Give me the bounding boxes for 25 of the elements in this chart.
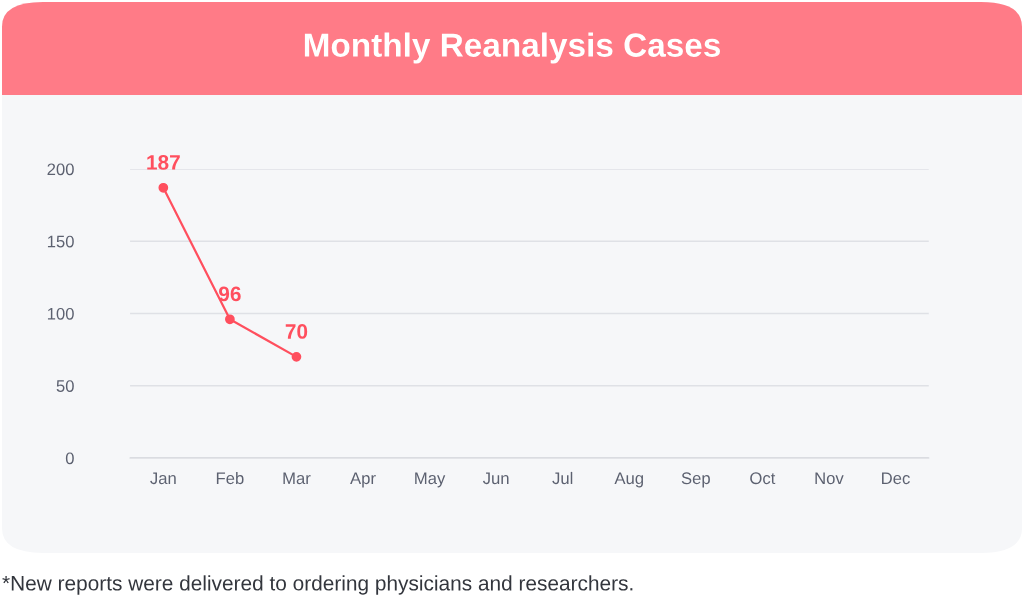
y-tick-label: 0: [65, 452, 74, 465]
x-tick-label: Dec: [882, 472, 910, 485]
data-label: 187: [147, 155, 180, 170]
x-tick-label: Jul: [552, 471, 573, 485]
point: [225, 314, 235, 325]
x-tick-label: May: [415, 472, 446, 488]
x-tick-label: Oct: [750, 472, 776, 485]
y-tick-label: 50: [56, 380, 74, 392]
x-tick-label: Jun: [482, 472, 509, 485]
text: *New reports were delivered to ordering physicians and researchers.: [2, 575, 633, 595]
x-tick-label: Sep: [681, 472, 710, 488]
data-label: 70: [285, 324, 308, 339]
x-tick-label: Nov: [815, 472, 844, 485]
x-tick-label: Aug: [614, 472, 643, 488]
chart-title: Monthly Reanalysis Cases: [304, 32, 720, 64]
y-tick-label: 150: [47, 235, 74, 248]
x-tick-label: Mar: [283, 472, 311, 485]
x-tick-label: Jan: [150, 472, 176, 485]
point: [158, 182, 169, 193]
x-tick-label: Apr: [350, 472, 376, 488]
x-tick-label: Feb: [216, 471, 244, 485]
y-tick-label: 100: [47, 307, 74, 320]
point: [291, 351, 302, 362]
data-label: 96: [219, 286, 241, 302]
y-tick-label: 200: [47, 163, 74, 176]
